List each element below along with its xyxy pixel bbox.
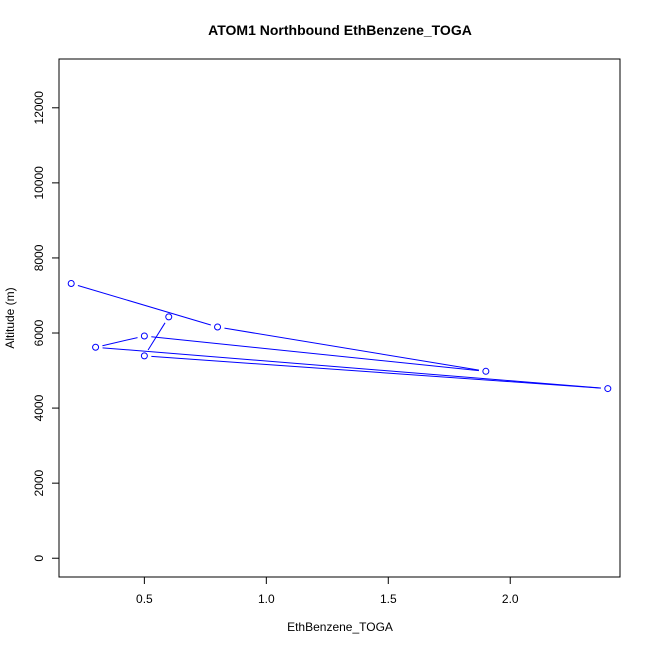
series-segment <box>102 347 601 389</box>
data-point <box>92 343 100 351</box>
data-point <box>140 352 148 360</box>
series-segment <box>151 355 601 389</box>
x-axis: 0.5 1.0 1.5 2.0 <box>136 576 519 606</box>
x-tick-label: 1.0 <box>258 592 275 606</box>
x-tick-label: 1.5 <box>380 592 397 606</box>
data-point <box>140 332 148 340</box>
series-segment <box>77 284 211 326</box>
plot-area <box>58 58 621 578</box>
x-axis-label: EthBenzene_TOGA <box>287 620 393 634</box>
y-tick-label: 6000 <box>32 319 46 346</box>
data-point <box>604 385 612 393</box>
y-tick-label: 0 <box>32 555 46 562</box>
y-tick-label: 12000 <box>32 91 46 125</box>
series-segment <box>224 327 480 371</box>
data-point <box>165 313 173 321</box>
series-segment <box>151 336 479 372</box>
x-tick-label: 0.5 <box>136 592 153 606</box>
data-point <box>67 279 75 287</box>
series-segment <box>147 322 166 351</box>
y-tick-label: 8000 <box>32 244 46 271</box>
y-tick-label: 4000 <box>32 394 46 421</box>
chart-title: ATOM1 Northbound EthBenzene_TOGA <box>208 22 472 38</box>
series-layer <box>67 279 612 393</box>
series-segment <box>102 337 138 347</box>
data-point <box>482 367 490 375</box>
y-tick-label: 10000 <box>32 166 46 200</box>
y-axis: 0 2000 4000 6000 8000 10000 12000 <box>32 91 60 562</box>
y-tick-label: 2000 <box>32 469 46 496</box>
y-axis-label: Altitude (m) <box>3 287 17 348</box>
data-point <box>214 323 222 331</box>
x-tick-label: 2.0 <box>502 592 519 606</box>
